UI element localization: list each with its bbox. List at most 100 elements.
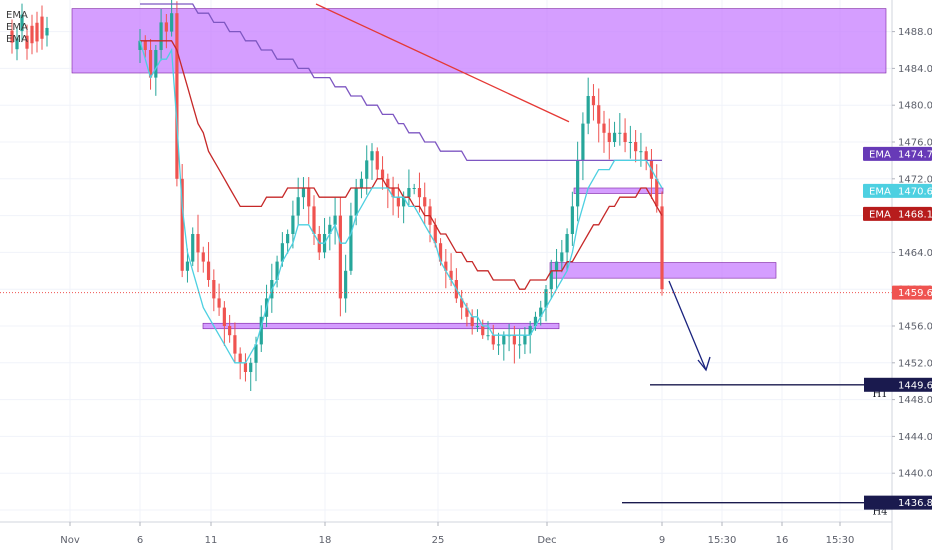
- price-badge: [863, 183, 932, 198]
- candle-body: [328, 224, 332, 234]
- time-tick-label: 25: [432, 535, 445, 546]
- candle-body: [196, 234, 200, 253]
- time-tick-label: 9: [659, 535, 665, 546]
- candle-body: [212, 280, 216, 299]
- candle-body: [475, 326, 480, 327]
- candle-body: [544, 289, 548, 308]
- grid: [0, 0, 892, 522]
- drawings: [315, 3, 570, 123]
- ema-line-red: [140, 40, 663, 290]
- candle-body: [634, 142, 638, 152]
- price-badge-value: 1468.19: [898, 209, 932, 220]
- candle-body: [470, 316, 474, 326]
- price-tick-label: 1476.00: [898, 138, 932, 149]
- indicator-label-ema-1[interactable]: EMA: [6, 10, 28, 21]
- candle-body: [502, 335, 506, 345]
- candle-body: [280, 243, 284, 262]
- indicator-label-ema-3[interactable]: EMA: [6, 34, 28, 45]
- candle-body: [15, 38, 19, 50]
- candle-body: [612, 132, 617, 142]
- projection-arrow-head: [697, 356, 711, 372]
- candle-body: [528, 326, 532, 336]
- time-tick-label: 18: [319, 535, 332, 546]
- candle-body: [533, 316, 538, 326]
- target-level-name: H4: [872, 507, 887, 518]
- ema-line-teal: [139, 40, 663, 364]
- candle-body: [243, 362, 248, 372]
- candle-body: [201, 252, 205, 262]
- candle-body: [602, 123, 606, 133]
- candle-body: [20, 14, 24, 32]
- candle-body: [386, 178, 390, 188]
- candle-body: [164, 22, 168, 32]
- candle-body: [518, 344, 522, 346]
- support-resistance-zone: [71, 8, 887, 74]
- trend-line: [315, 3, 570, 123]
- projection-arrow-line: [668, 280, 707, 371]
- candle-body: [307, 188, 311, 207]
- price-tick-label: 1480.00: [898, 101, 932, 112]
- ema-lines: [139, 3, 663, 364]
- time-tick-label: 15:30: [826, 535, 855, 546]
- candle-body: [660, 206, 664, 290]
- price-badge-value: 1470.69: [898, 186, 932, 197]
- time-tick-label: 15:30: [708, 535, 737, 546]
- time-tick-label: Nov: [60, 535, 80, 546]
- ema-line-purple: [140, 3, 662, 162]
- candle-body: [560, 252, 564, 262]
- candle-body: [365, 160, 369, 179]
- candle-body: [486, 335, 490, 337]
- candle-body: [644, 151, 648, 161]
- candle-body: [444, 261, 448, 271]
- zones: [71, 8, 887, 330]
- price-badge-label: EMA: [869, 209, 891, 220]
- candle-body: [417, 188, 422, 198]
- candle-body: [576, 160, 580, 207]
- price-badge-value: 1474.71: [898, 149, 932, 160]
- candle-body: [148, 50, 153, 78]
- candle-body: [286, 234, 290, 244]
- indicator-label-ema-2[interactable]: EMA: [6, 22, 28, 33]
- candle-body: [539, 307, 543, 317]
- candle-body: [301, 188, 306, 198]
- candle-body: [449, 270, 453, 280]
- candle-body: [370, 151, 374, 161]
- candle-body: [344, 270, 348, 299]
- candle-body: [407, 188, 411, 198]
- candle-body: [312, 206, 316, 234]
- price-badge-label: EMA: [869, 149, 891, 160]
- candle-body: [607, 132, 611, 142]
- candle-body: [481, 326, 485, 336]
- target-level-value: 1449.61: [898, 380, 932, 391]
- candle-body: [191, 234, 195, 262]
- candle-body: [639, 151, 643, 153]
- candle-body: [233, 335, 237, 354]
- candle-body: [565, 234, 569, 253]
- price-axis-bg: [892, 0, 932, 550]
- candle-body: [143, 40, 147, 50]
- candle-body: [496, 344, 501, 346]
- candle-body: [618, 132, 622, 134]
- support-resistance-zone: [202, 322, 560, 330]
- target-level-value: 1436.80: [898, 498, 932, 509]
- price-badge: [863, 146, 932, 161]
- time-tick-label: 11: [205, 535, 218, 546]
- candle-body: [402, 197, 406, 207]
- indicator-legend: EMA EMA EMA: [6, 10, 28, 46]
- candle-body: [359, 178, 364, 188]
- candle-body: [228, 326, 232, 336]
- candle-body: [523, 335, 527, 345]
- time-tick-label: 16: [776, 535, 789, 546]
- candle-body: [460, 298, 464, 308]
- candle-body: [549, 270, 553, 290]
- candle-body: [25, 35, 29, 49]
- candle-body: [254, 344, 258, 363]
- candle-body: [554, 261, 559, 271]
- candle-body: [655, 178, 659, 207]
- candle-body: [159, 22, 163, 50]
- candle-body: [333, 215, 337, 225]
- candle-body: [296, 197, 300, 216]
- candle-body: [217, 298, 221, 308]
